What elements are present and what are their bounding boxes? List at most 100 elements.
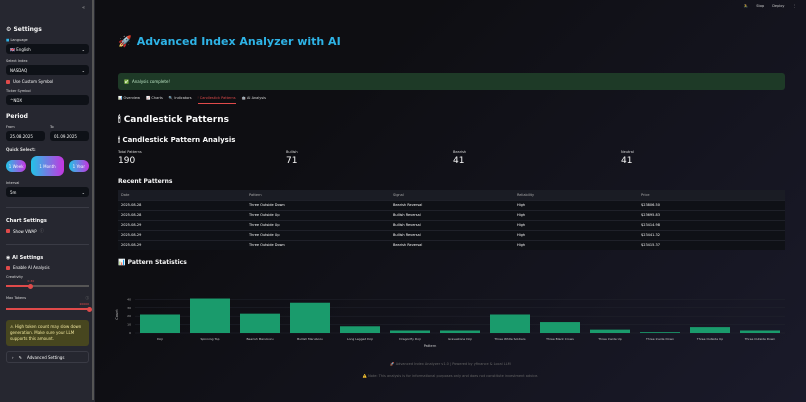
bar[interactable]	[390, 330, 430, 333]
creativity-slider[interactable]: 0.30	[6, 279, 89, 289]
language-select[interactable]: 🇬🇧 English ⌄	[6, 44, 89, 54]
bar[interactable]	[190, 298, 230, 333]
table-cell: $23441.32	[638, 229, 785, 240]
bar[interactable]	[740, 330, 780, 333]
from-label: From	[6, 125, 15, 129]
tab-charts[interactable]: 📈 Charts	[145, 96, 163, 100]
y-tick-label: 30	[127, 306, 131, 310]
x-tick-label: Three Outside Down	[744, 337, 776, 341]
running-icon: 🚴	[743, 4, 749, 8]
check-icon: ✅	[124, 79, 129, 84]
ticker-label: Ticker Symbol	[6, 89, 31, 93]
tab-overview[interactable]: 📊 Overview	[118, 96, 140, 100]
chevron-down-icon: ⌄	[81, 67, 85, 73]
metric-value: 41	[621, 156, 633, 166]
metric-label: Bullish	[286, 150, 298, 154]
table-cell: Bullish Reversal	[390, 209, 514, 220]
collapse-sidebar-icon[interactable]: «	[82, 5, 86, 11]
custom-symbol-checkbox[interactable]: Use Custom Symbol	[6, 79, 89, 84]
x-tick-label: Three Inside Up	[597, 337, 622, 341]
slider-fill	[6, 285, 31, 287]
metric-bearish: Bearish 41	[453, 150, 466, 166]
y-tick-label: 40	[127, 297, 131, 301]
metric-neutral: Neutral 41	[621, 150, 634, 166]
bar[interactable]	[290, 302, 330, 333]
settings-title: Settings	[13, 26, 42, 33]
metric-value: 71	[286, 156, 298, 166]
y-tick-label: 10	[127, 323, 131, 327]
max-tokens-slider[interactable]: 20000	[6, 302, 92, 312]
sidebar-scrollbar[interactable]	[92, 0, 94, 400]
tab-bar: 📊 Overview 📈 Charts 🔍 Indicators 🕯 Candl…	[118, 96, 266, 104]
help-icon[interactable]: ⓘ	[85, 296, 90, 300]
top-toolbar: 🚴 Stop Deploy ⋮	[744, 4, 796, 8]
table-cell: Bullish Reversal	[390, 229, 514, 240]
y-axis-label: Count	[115, 309, 119, 320]
bar[interactable]	[440, 330, 480, 333]
column-header[interactable]: Price	[638, 190, 785, 200]
stop-button[interactable]: Stop	[756, 4, 765, 8]
from-date-input[interactable]: 25.08.2025	[6, 131, 45, 141]
bar[interactable]	[140, 314, 180, 334]
table-cell: $23414.98	[638, 219, 785, 230]
max-tokens-label-row: Max Tokens ⓘ	[6, 296, 89, 301]
table-cell: 2025-08-29	[118, 219, 246, 230]
bar[interactable]	[340, 326, 380, 333]
divider	[6, 207, 89, 208]
show-vwap-checkbox[interactable]: Show VWAP ⓘ	[6, 228, 89, 234]
max-tokens-label: Max Tokens	[6, 296, 27, 300]
tab-ai-analysis[interactable]: 🤖 AI Analysis	[241, 96, 266, 100]
x-tick-label: Doji	[157, 337, 163, 341]
column-header[interactable]: Pattern	[246, 190, 390, 200]
interval-select[interactable]: 5m ⌄	[6, 187, 89, 197]
enable-ai-checkbox[interactable]: Enable AI Analysis	[6, 265, 89, 270]
bar[interactable]	[240, 313, 280, 333]
main-content: 🚴 Stop Deploy ⋮ 🚀 Advanced Index Analyzer…	[95, 0, 806, 402]
bar[interactable]	[490, 314, 530, 334]
quick-1-week-button[interactable]: 1 Week	[6, 160, 27, 172]
more-menu-icon[interactable]: ⋮	[792, 4, 797, 8]
column-header[interactable]: Signal	[390, 190, 514, 200]
token-warning: ⚠ High token count may slow down generat…	[6, 320, 89, 346]
enable-ai-label: Enable AI Analysis	[13, 265, 50, 270]
language-value: 🇬🇧 English	[10, 46, 31, 52]
divider	[6, 244, 89, 245]
candle-icon: 🕯	[118, 115, 121, 125]
index-value: NASDAQ	[10, 67, 28, 73]
quick-1-month-button[interactable]: 1 Month	[31, 156, 64, 176]
bar[interactable]	[540, 322, 580, 333]
chevron-down-icon: ⌄	[81, 189, 85, 195]
to-date-input[interactable]: 01.09.2025	[50, 131, 89, 141]
table-row: 2025-08-28 Three Outside Up Bullish Revers…	[118, 209, 785, 220]
tab-candlestick-patterns[interactable]: 🕯 Candlestick Patterns	[197, 96, 236, 104]
advanced-settings-expander[interactable]: › ✎ Advanced Settings	[6, 351, 89, 363]
slider-handle[interactable]	[28, 283, 34, 289]
index-select[interactable]: NASDAQ ⌄	[6, 65, 89, 75]
ticker-input[interactable]: ^NDX	[6, 95, 89, 105]
bar[interactable]	[590, 329, 630, 333]
x-tick-label: Spinning Top	[200, 337, 219, 341]
table-cell: Three Outside Up	[246, 219, 390, 230]
quick-1-year-button[interactable]: 1 Year	[68, 160, 89, 172]
globe-icon: ■	[6, 38, 10, 42]
language-label-text: Language	[10, 38, 28, 42]
page-title: 🚀 Advanced Index Analyzer with AI	[118, 35, 341, 48]
success-alert: ✅ Analysis complete!	[118, 73, 785, 90]
recent-patterns-heading: Recent Patterns	[118, 178, 173, 185]
column-header[interactable]: Date	[118, 190, 246, 200]
table-cell: High	[514, 209, 638, 220]
tab-indicators[interactable]: 🔍 Indicators	[168, 96, 192, 100]
custom-symbol-label: Use Custom Symbol	[13, 79, 54, 84]
column-header[interactable]: Reliability	[514, 190, 638, 200]
table-cell: Bullish Reversal	[390, 219, 514, 230]
table-cell: 2025-08-29	[118, 239, 246, 250]
help-icon[interactable]: ⓘ	[39, 228, 44, 233]
interval-value: 5m	[10, 189, 17, 195]
settings-heading: ⚙ Settings	[6, 26, 42, 33]
x-tick-label: Gravestone Doji	[448, 337, 472, 341]
slider-handle[interactable]	[86, 306, 92, 312]
deploy-button[interactable]: Deploy	[772, 4, 785, 8]
bar[interactable]	[690, 327, 730, 333]
pencil-icon: ✎	[18, 354, 22, 360]
bar[interactable]	[640, 332, 680, 333]
